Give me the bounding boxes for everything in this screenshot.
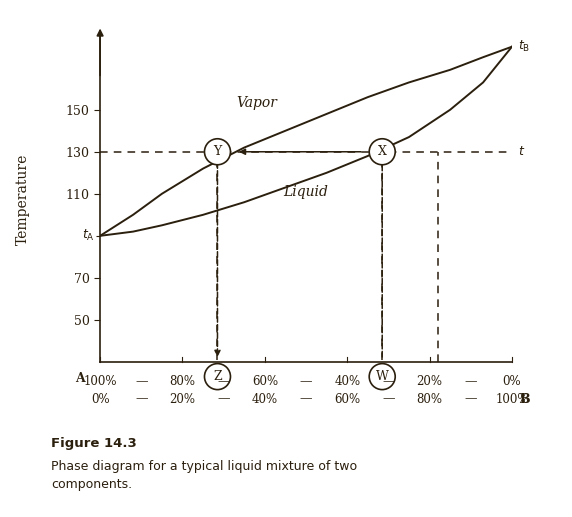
Text: 20%: 20% xyxy=(416,375,443,388)
Text: 40%: 40% xyxy=(334,375,360,388)
Text: 100%: 100% xyxy=(84,375,117,388)
Text: $t_\mathsf{B}$: $t_\mathsf{B}$ xyxy=(518,39,530,54)
Text: A: A xyxy=(74,372,85,386)
Text: X: X xyxy=(378,145,387,158)
Text: —: — xyxy=(217,392,230,406)
Text: —: — xyxy=(300,375,312,388)
Text: 60%: 60% xyxy=(334,392,360,406)
Text: 40%: 40% xyxy=(252,392,278,406)
Text: 80%: 80% xyxy=(416,392,443,406)
Text: Liquid: Liquid xyxy=(284,185,328,199)
Text: W: W xyxy=(376,370,388,383)
Text: Z: Z xyxy=(213,370,222,383)
Text: B: B xyxy=(519,392,530,406)
Text: 0%: 0% xyxy=(503,375,521,388)
Text: 0%: 0% xyxy=(91,392,109,406)
Text: —: — xyxy=(382,392,395,406)
Text: —: — xyxy=(135,392,148,406)
Text: —: — xyxy=(135,375,148,388)
Text: 60%: 60% xyxy=(252,375,278,388)
Ellipse shape xyxy=(204,139,231,165)
Text: Phase diagram for a typical liquid mixture of two
components.: Phase diagram for a typical liquid mixtu… xyxy=(51,460,358,491)
Text: Y: Y xyxy=(213,145,221,158)
Text: Temperature: Temperature xyxy=(16,154,30,245)
Text: —: — xyxy=(300,392,312,406)
Text: $t_\mathsf{A}$: $t_\mathsf{A}$ xyxy=(82,229,95,244)
Ellipse shape xyxy=(369,363,395,390)
Text: —: — xyxy=(464,375,477,388)
Text: Vapor: Vapor xyxy=(236,97,277,111)
Text: —: — xyxy=(464,392,477,406)
Text: 100%: 100% xyxy=(495,392,529,406)
Text: Figure 14.3: Figure 14.3 xyxy=(51,437,137,450)
Text: 80%: 80% xyxy=(169,375,196,388)
Ellipse shape xyxy=(369,139,395,165)
Ellipse shape xyxy=(204,363,231,390)
Text: —: — xyxy=(382,375,395,388)
Text: —: — xyxy=(217,375,230,388)
Text: $t$: $t$ xyxy=(518,145,526,158)
Text: 20%: 20% xyxy=(169,392,196,406)
